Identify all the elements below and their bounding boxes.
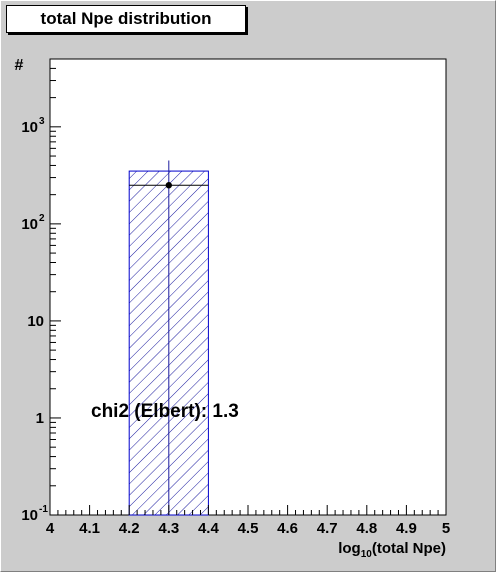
y-tick-base: 10 (27, 313, 44, 330)
x-tick-label: 4.1 (79, 520, 100, 537)
y-tick-base: 10 (21, 507, 38, 524)
y-tick-exponent: 3 (39, 116, 45, 127)
x-tick-label: 4.2 (119, 520, 140, 537)
x-tick-label: 4 (46, 520, 55, 537)
x-tick-label: 4.7 (317, 520, 338, 537)
y-tick-label: 10 3 (21, 116, 45, 136)
y-tick-base: 1 (36, 410, 44, 427)
y-tick-exponent: -1 (39, 504, 48, 515)
y-axis-label: # (15, 57, 24, 74)
chart-title: total Npe distribution (6, 5, 246, 33)
y-tick-base: 10 (21, 119, 38, 136)
x-tick-label: 4.4 (198, 520, 220, 537)
x-tick-label: 4.5 (238, 520, 259, 537)
y-tick-base: 10 (21, 216, 38, 233)
y-tick-label: 1 (36, 410, 44, 427)
x-tick-label: 4.6 (277, 520, 298, 537)
y-tick-label: 10 -1 (21, 504, 48, 524)
y-tick-exponent: 2 (39, 213, 45, 224)
y-tick-label: 10 2 (21, 213, 45, 233)
chart-marks (128, 160, 209, 516)
x-tick-label: 5 (442, 520, 450, 537)
y-tick-label: 10 (27, 313, 44, 330)
x-axis-label: log10(total Npe) (338, 540, 446, 560)
data-point (165, 182, 172, 189)
x-tick-label: 4.8 (356, 520, 377, 537)
frame-background (49, 58, 447, 516)
chi2-annotation: chi2 (Elbert): 1.3 (91, 401, 239, 422)
x-tick-label: 4.9 (396, 520, 417, 537)
x-tick-label: 4.3 (158, 520, 179, 537)
